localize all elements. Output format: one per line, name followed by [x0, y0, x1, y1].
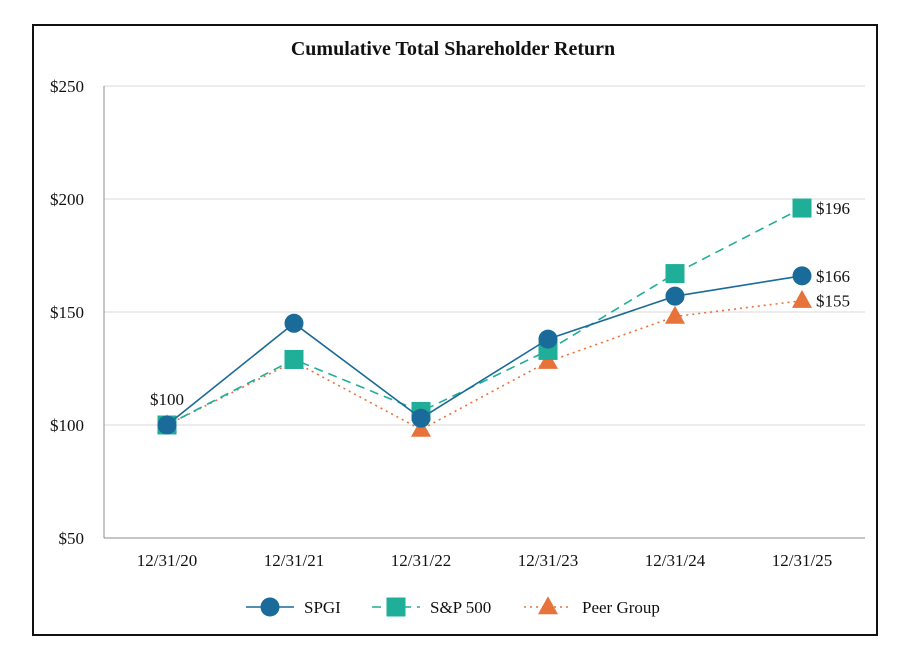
chart-frame — [32, 24, 878, 636]
data-point-peer-group — [792, 289, 812, 308]
data-point-spgi — [411, 408, 431, 428]
x-tick-label: 12/31/20 — [137, 551, 197, 570]
data-point-sandp-500 — [665, 264, 685, 284]
legend-label: Peer Group — [582, 598, 660, 617]
y-tick-label: $200 — [50, 190, 84, 209]
data-label: $155 — [816, 292, 850, 311]
data-label: $196 — [816, 199, 850, 218]
series-spgi — [157, 266, 812, 435]
y-tick-label: $100 — [50, 416, 84, 435]
data-point-sandp-500 — [284, 349, 304, 369]
legend-marker — [386, 597, 406, 617]
legend: SPGI S&P 500 Peer Group — [246, 596, 660, 617]
grid-layer — [104, 85, 865, 426]
x-tick-label: 12/31/22 — [391, 551, 451, 570]
legend-label: S&P 500 — [430, 598, 491, 617]
axis-layer: $50 $100 $150 $200 $250 12/31/20 12/31/21 12/31… — [50, 77, 865, 570]
data-point-sandp-500 — [792, 198, 812, 218]
x-tick-label: 12/31/24 — [645, 551, 706, 570]
legend-marker — [538, 596, 558, 615]
data-label: $166 — [816, 267, 850, 286]
legend-item-peer-group: Peer Group — [524, 596, 660, 617]
x-tick-label: 12/31/25 — [772, 551, 832, 570]
series-line-spgi — [166, 275, 803, 426]
data-point-spgi — [538, 329, 558, 349]
series-line-peer-group — [166, 299, 803, 431]
legend-item-sandp-500: S&P 500 — [372, 597, 491, 617]
series-layer — [157, 198, 812, 437]
legend-item-spgi: SPGI — [246, 597, 341, 617]
annotation-layer: $100 $196 $166 $155 — [150, 199, 850, 409]
data-point-spgi — [284, 313, 304, 333]
chart-title: Cumulative Total Shareholder Return — [291, 38, 615, 60]
data-point-spgi — [792, 266, 812, 286]
data-point-peer-group — [665, 305, 685, 324]
series-line-sandp-500 — [166, 207, 803, 426]
y-tick-label: $50 — [59, 529, 85, 548]
legend-label: SPGI — [304, 598, 341, 617]
series-sandp-500 — [157, 198, 812, 435]
data-point-spgi — [665, 286, 685, 306]
data-label: $100 — [150, 390, 184, 409]
y-tick-label: $150 — [50, 303, 84, 322]
x-tick-label: 12/31/23 — [518, 551, 578, 570]
y-tick-label: $250 — [50, 77, 84, 96]
data-point-spgi — [157, 415, 177, 435]
legend-marker — [260, 597, 280, 617]
x-tick-label: 12/31/21 — [264, 551, 324, 570]
